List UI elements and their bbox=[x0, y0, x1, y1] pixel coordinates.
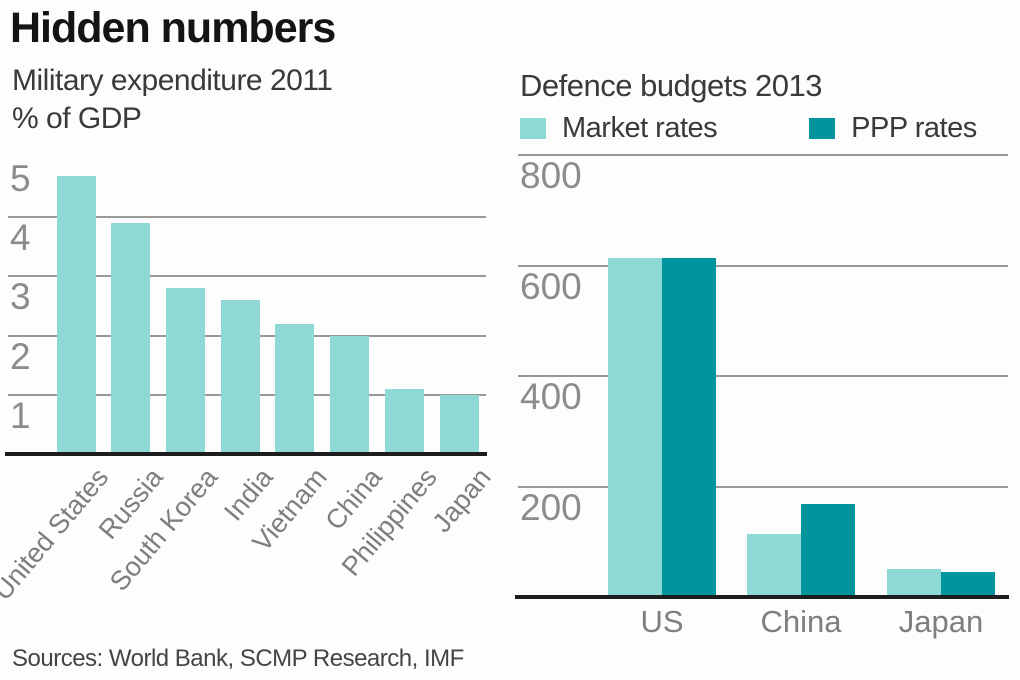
bar-japan-market-rates bbox=[887, 568, 941, 597]
gridline-400 bbox=[518, 375, 1008, 377]
y-tick-label-200: 200 bbox=[520, 486, 582, 528]
defence-budgets-plot: 800 600 400 200 bbox=[515, 150, 1009, 599]
military-expenditure-plot: 5 4 3 2 1 bbox=[5, 150, 487, 456]
y-tick-label-1: 1 bbox=[10, 394, 31, 436]
y-tick-label-5: 5 bbox=[10, 158, 31, 199]
x-label-japan: Japan bbox=[426, 462, 498, 539]
bar-vietnam bbox=[275, 323, 315, 454]
y-tick-label-400: 400 bbox=[520, 376, 582, 417]
x-axis-line bbox=[5, 452, 487, 456]
bar-china-ppp-rates bbox=[801, 503, 855, 597]
y-tick-label-4: 4 bbox=[10, 217, 31, 259]
legend: Market rates PPP rates bbox=[520, 112, 977, 145]
bar-russia bbox=[111, 223, 151, 454]
bar-south-korea bbox=[165, 288, 205, 454]
ppp-rates-swatch-icon bbox=[809, 118, 836, 139]
gridline-3 bbox=[8, 275, 486, 278]
y-tick-label-2: 2 bbox=[10, 335, 31, 377]
x-label-united-states: United States bbox=[0, 462, 115, 606]
gridline-800 bbox=[518, 154, 1008, 156]
x-axis-line bbox=[515, 595, 1009, 599]
legend-label-market-rates: Market rates bbox=[562, 112, 718, 144]
page-title: Hidden numbers bbox=[10, 4, 336, 52]
x-label-china: China bbox=[760, 604, 842, 639]
left-chart-ylabel: % of GDP bbox=[12, 102, 142, 135]
bar-japan bbox=[439, 394, 479, 454]
legend-label-ppp-rates: PPP rates bbox=[851, 112, 977, 144]
left-chart-title: Military expenditure 2011 bbox=[12, 64, 333, 97]
y-tick-label-800: 800 bbox=[520, 155, 582, 196]
bar-philippines bbox=[384, 388, 424, 454]
gridline-200 bbox=[518, 485, 1008, 488]
bar-united-states bbox=[56, 175, 96, 454]
source-note: Sources: World Bank, SCMP Research, IMF bbox=[12, 645, 464, 672]
bar-china bbox=[330, 335, 370, 454]
bar-us-ppp-rates bbox=[662, 257, 716, 597]
y-tick-label-3: 3 bbox=[10, 276, 31, 318]
gridline-4 bbox=[8, 216, 486, 219]
x-label-us: US bbox=[640, 604, 684, 639]
bar-china-market-rates bbox=[747, 534, 801, 597]
x-label-japan: Japan bbox=[898, 604, 984, 639]
bar-india bbox=[220, 300, 260, 454]
y-tick-label-600: 600 bbox=[520, 265, 582, 307]
gridline-600 bbox=[518, 264, 1008, 267]
bar-japan-ppp-rates bbox=[941, 572, 995, 597]
bar-us-market-rates bbox=[608, 257, 662, 597]
right-chart-title: Defence budgets 2013 bbox=[520, 68, 822, 103]
market-rates-swatch-icon bbox=[520, 118, 546, 139]
